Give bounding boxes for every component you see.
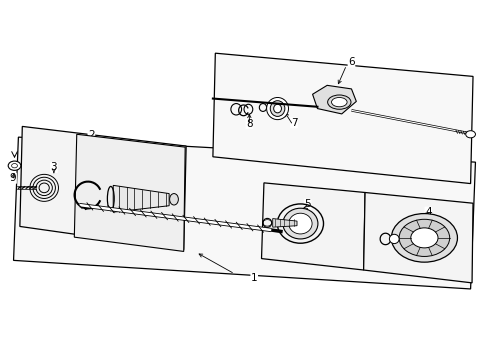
Polygon shape xyxy=(312,85,356,114)
Polygon shape xyxy=(212,53,472,184)
Polygon shape xyxy=(20,126,186,249)
Ellipse shape xyxy=(266,98,288,120)
Ellipse shape xyxy=(169,194,178,205)
Polygon shape xyxy=(363,193,472,283)
Ellipse shape xyxy=(288,213,311,234)
Circle shape xyxy=(390,213,457,262)
Ellipse shape xyxy=(283,208,317,239)
Text: 4: 4 xyxy=(424,207,431,217)
Text: 5: 5 xyxy=(304,199,310,209)
Polygon shape xyxy=(272,219,296,227)
Circle shape xyxy=(465,131,474,138)
Ellipse shape xyxy=(331,98,346,107)
Circle shape xyxy=(410,228,437,248)
Ellipse shape xyxy=(388,234,398,244)
Text: 9: 9 xyxy=(10,173,16,183)
Circle shape xyxy=(8,161,21,170)
Ellipse shape xyxy=(327,95,350,109)
Text: 8: 8 xyxy=(245,118,252,129)
Text: 6: 6 xyxy=(347,57,354,67)
Polygon shape xyxy=(113,185,169,212)
Text: 1: 1 xyxy=(250,273,257,283)
Text: 7: 7 xyxy=(290,118,297,128)
Polygon shape xyxy=(261,183,365,270)
Polygon shape xyxy=(74,134,185,251)
Polygon shape xyxy=(14,137,474,289)
Ellipse shape xyxy=(270,101,285,116)
Text: 3: 3 xyxy=(50,162,57,172)
Circle shape xyxy=(398,219,449,256)
Text: 2: 2 xyxy=(88,130,95,140)
Ellipse shape xyxy=(273,104,281,113)
